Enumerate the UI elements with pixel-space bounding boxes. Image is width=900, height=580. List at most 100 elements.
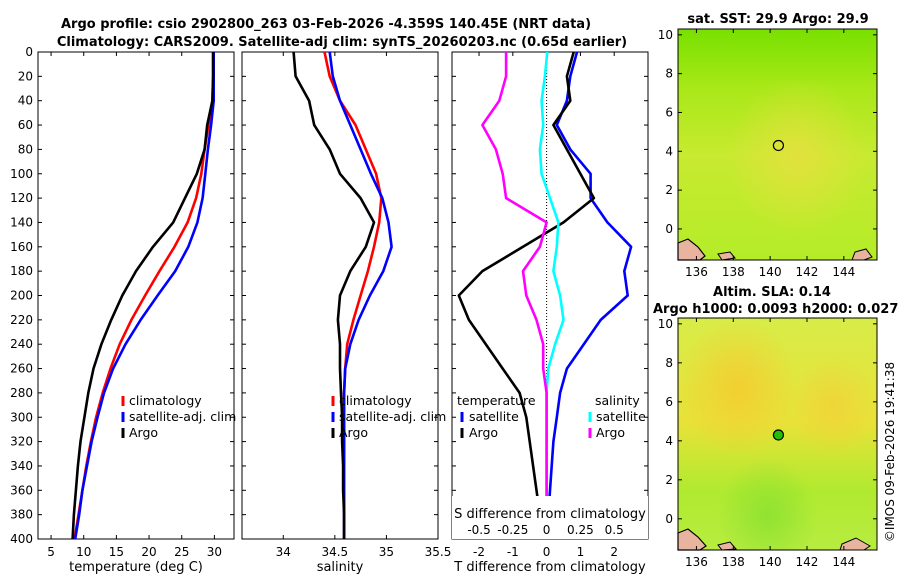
y-tick-label: 360: [10, 483, 33, 497]
x-tick-label: 5: [47, 545, 55, 559]
y-tick-label: 10: [658, 28, 673, 42]
x-tick-label: 144: [832, 265, 855, 279]
x-tick-label: 136: [685, 265, 708, 279]
sla-map-axes: 136 138 140 142 144 0 2 4 6 8 10: [658, 317, 877, 569]
legend-title-temperature: temperature: [457, 393, 536, 408]
s-difference-axis: -0.5 -0.25 0 0.25 0.5: [467, 523, 623, 537]
y-tick-label: 0: [25, 45, 33, 59]
y-tick-label: 120: [10, 191, 33, 205]
series-line-argo: [71, 52, 215, 539]
temperature-xlabel: temperature (deg C): [69, 560, 203, 575]
x-tick-label: -2: [473, 545, 485, 559]
y-tick-label: 320: [10, 435, 33, 449]
legend-title-salinity: salinity: [595, 393, 640, 408]
y-tick-label: 240: [10, 337, 33, 351]
s-tick-label: 0.5: [605, 523, 624, 537]
salinity-panel: 34 34.5 35 35.5 salinity climatology satell…: [241, 51, 452, 575]
y-tick-label: 2: [665, 473, 673, 487]
temperature-legend: climatology satellite-adj. clim Argo: [121, 393, 236, 440]
argo-location-marker: [772, 429, 785, 441]
legend-label-argo: Argo: [129, 425, 158, 440]
y-tick-label: 4: [665, 144, 673, 158]
series-line-t-argo: [457, 52, 596, 539]
y-tick-label: 220: [10, 313, 33, 327]
y-tick-label: 2: [665, 183, 673, 197]
coastline: [677, 528, 871, 551]
legend-label-climatology: climatology: [129, 393, 202, 408]
x-tick-label: 10: [76, 545, 91, 559]
x-tick-label: 34.5: [321, 545, 348, 559]
sla-map: Altim. SLA: 0.14 Argo h1000: 0.0093 h200…: [653, 285, 898, 569]
coastline: [677, 238, 873, 261]
legend-label-s-satellite: satellite: [596, 409, 646, 424]
x-tick-label: 34: [276, 545, 291, 559]
y-tick-label: 140: [10, 215, 33, 229]
sla-map-subtitle: Argo h1000: 0.0093 h2000: 0.027: [653, 302, 898, 317]
salinity-legend: climatology satellite-adj. clim Argo: [331, 393, 446, 440]
sla-map-frame: [677, 317, 878, 551]
legend-label-s-argo: Argo: [596, 425, 625, 440]
x-tick-label: 2: [610, 545, 618, 559]
y-tick-label: 0: [665, 222, 673, 236]
salinity-x-axis: 34 34.5 35 35.5: [276, 52, 452, 559]
x-tick-label: 20: [141, 545, 156, 559]
figure-title-line1: Argo profile: csio 2902800_263 03-Feb-20…: [61, 17, 591, 32]
legend-label-satellite: satellite-adj. clim: [339, 409, 446, 424]
y-tick-label: 6: [665, 105, 673, 119]
series-line-s-argo: [481, 52, 548, 539]
y-tick-label: 260: [10, 362, 33, 376]
legend-label-argo: Argo: [339, 425, 368, 440]
s-axis-background: [452, 496, 648, 539]
x-tick-label: 144: [832, 555, 855, 569]
s-difference-xlabel: S difference from climatology: [454, 507, 646, 522]
y-tick-label: 20: [18, 69, 33, 83]
y-tick-label: 8: [665, 356, 673, 370]
temperature-panel: 0 20 40 60 80 100 120 140 160 180 200 220 240 260 280 3…: [10, 45, 236, 575]
s-tick-label: 0: [543, 523, 551, 537]
x-tick-label: 35.5: [425, 545, 452, 559]
y-tick-label: 200: [10, 289, 33, 303]
sst-map-title: sat. SST: 29.9 Argo: 29.9: [687, 12, 868, 27]
x-tick-label: 25: [174, 545, 189, 559]
series-line-satellite-adj-clim: [73, 52, 215, 539]
x-tick-label: -1: [507, 545, 519, 559]
salinity-xlabel: salinity: [317, 560, 364, 575]
sst-warm-patch: [678, 29, 877, 260]
y-tick-label: 10: [658, 317, 673, 331]
y-tick-label: 0: [665, 512, 673, 526]
x-tick-label: 142: [796, 265, 819, 279]
imos-watermark: ©IMOS 09-Feb-2026 19:41:38: [883, 362, 897, 542]
y-tick-label: 40: [18, 94, 33, 108]
series-line-t-satellite: [546, 52, 633, 539]
temperature-lines: [71, 52, 215, 539]
x-tick-label: 136: [685, 555, 708, 569]
series-line-argo: [292, 52, 376, 539]
x-tick-label: 30: [207, 545, 222, 559]
y-tick-label: 80: [18, 142, 33, 156]
legend-label-t-satellite: satellite: [469, 409, 519, 424]
s-tick-label: 0.25: [567, 523, 594, 537]
x-tick-label: 138: [722, 265, 745, 279]
y-tick-label: 4: [665, 434, 673, 448]
series-line-climatology: [323, 52, 383, 539]
x-tick-label: 140: [759, 265, 782, 279]
difference-legend-temperature: temperature satellite Argo: [457, 393, 536, 440]
y-tick-label: 60: [18, 118, 33, 132]
s-tick-label: -0.25: [497, 523, 528, 537]
s-tick-label: -0.5: [467, 523, 490, 537]
temperature-y-axis: 0 20 40 60 80 100 120 140 160 180 200 220 240 260 280 3…: [10, 45, 234, 546]
sst-map-axes: 136 138 140 142 144 0 2 4 6 8 10: [658, 28, 877, 279]
salinity-lines: [292, 52, 393, 539]
salinity-y-ticks: [242, 51, 438, 540]
y-tick-label: 340: [10, 459, 33, 473]
temperature-axes-frame: [37, 51, 235, 540]
y-tick-label: 6: [665, 395, 673, 409]
difference-panel: -2 -1 0 1 2 T difference from climatology S …: [451, 51, 649, 575]
y-tick-label: 160: [10, 240, 33, 254]
y-tick-label: 280: [10, 386, 33, 400]
x-tick-label: 138: [722, 555, 745, 569]
temperature-x-axis: 5 10 15 20 25 30: [47, 52, 222, 559]
y-tick-label: 400: [10, 532, 33, 546]
x-tick-label: 142: [796, 555, 819, 569]
